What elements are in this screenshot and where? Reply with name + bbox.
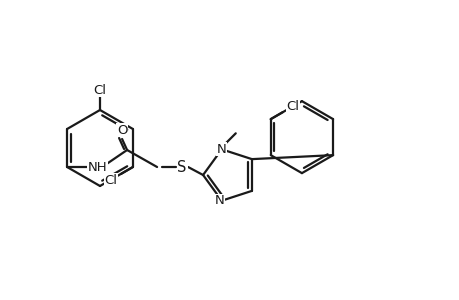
Text: O: O [117, 124, 127, 136]
Text: Cl: Cl [285, 100, 299, 112]
Text: NH: NH [87, 160, 106, 173]
Text: N: N [216, 143, 226, 156]
Text: Cl: Cl [104, 173, 117, 187]
Text: Cl: Cl [93, 83, 106, 97]
Text: N: N [214, 194, 224, 207]
Text: S: S [177, 160, 186, 175]
